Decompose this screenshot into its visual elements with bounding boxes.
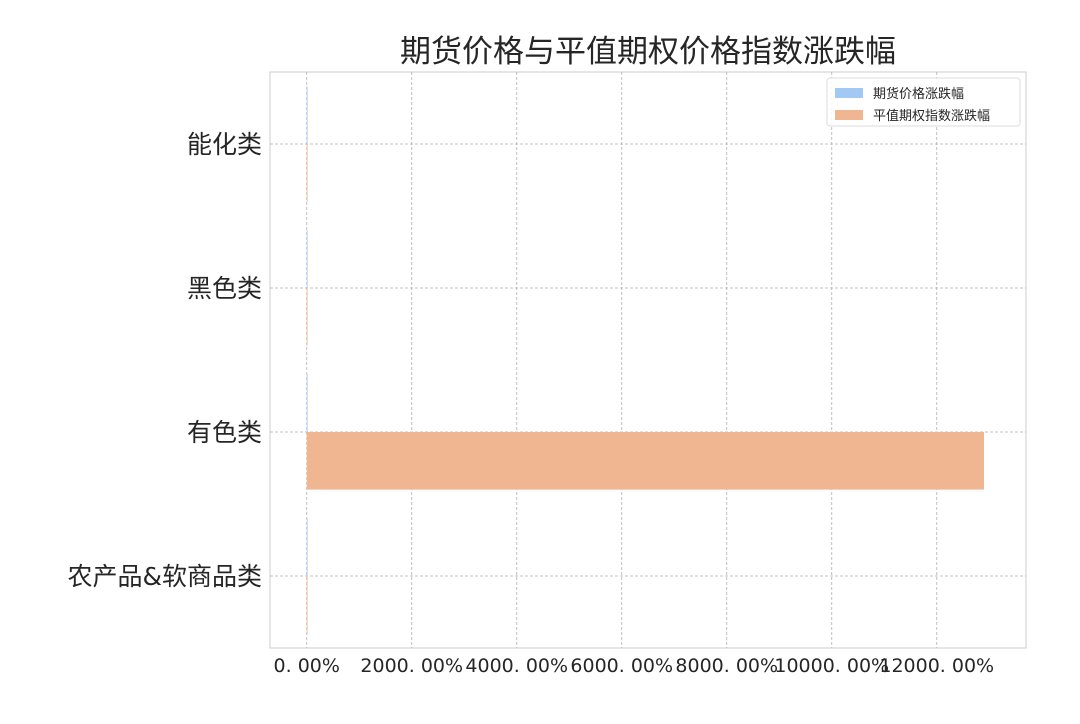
- x-tick-label: 10000. 00%: [774, 655, 889, 677]
- category-label: 能化类: [187, 130, 262, 159]
- bar-option-index: [306, 432, 984, 490]
- bar-futures: [306, 374, 308, 432]
- bar-option-index: [306, 288, 308, 346]
- plot-frame: [269, 71, 1027, 649]
- bars: [306, 86, 984, 634]
- bar-futures: [306, 86, 308, 144]
- x-tick-labels: 0. 00% 2000. 00% 4000. 00% 6000. 00% 8000. 0…: [274, 655, 995, 677]
- x-tick-label: 6000. 00%: [570, 655, 673, 677]
- x-tick-label: 2000. 00%: [360, 655, 463, 677]
- category-label: 黑色类: [187, 274, 262, 303]
- x-tick-label: 0. 00%: [274, 655, 340, 677]
- legend-label: 平值期权指数涨跌幅: [873, 108, 990, 124]
- legend-frame: [826, 77, 1021, 127]
- bar-option-index: [306, 576, 308, 634]
- x-tick-label: 4000. 00%: [465, 655, 568, 677]
- x-tick-label: 12000. 00%: [879, 655, 994, 677]
- bar-futures: [306, 518, 308, 576]
- bar-option-index: [306, 144, 308, 202]
- chart-title: 期货价格与平值期权价格指数涨跌幅: [400, 34, 896, 70]
- grid: [270, 72, 1026, 648]
- category-label: 农产品&软商品类: [68, 562, 263, 591]
- legend-swatch: [835, 88, 863, 98]
- category-label: 有色类: [187, 418, 262, 447]
- legend-label: 期货价格涨跌幅: [873, 86, 964, 102]
- bar-futures: [306, 230, 308, 288]
- x-tick-label: 8000. 00%: [675, 655, 778, 677]
- legend-swatch: [835, 110, 863, 120]
